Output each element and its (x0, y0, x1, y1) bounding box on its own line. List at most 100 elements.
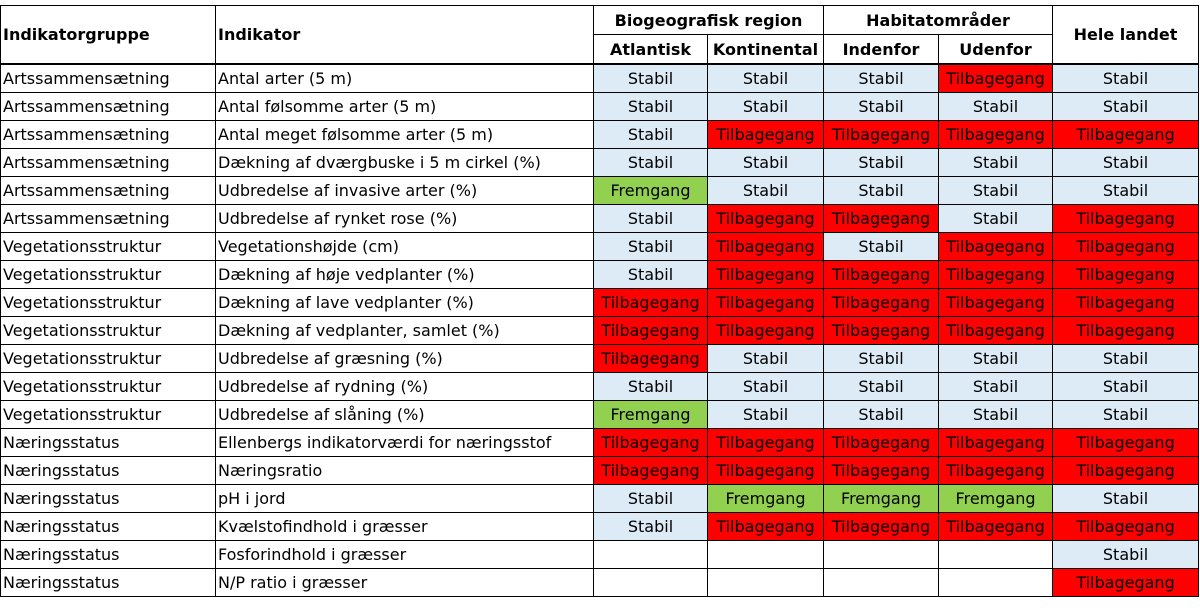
cell-indicator: Dækning af lave vedplanter (%) (215, 288, 594, 317)
status-cell-continental: Stabil (706, 344, 825, 373)
cell-indicator-group: Artssammensætning (0, 176, 216, 205)
status-cell-inside: Tilbagegang (823, 512, 940, 541)
status-cell-inside: Tilbagegang (823, 120, 940, 149)
cell-indicator-group: Vegetationsstruktur (0, 260, 216, 289)
cell-indicator-group: Vegetationsstruktur (0, 344, 216, 373)
cell-indicator-group: Artssammensætning (0, 204, 216, 233)
status-cell-inside: Stabil (823, 232, 940, 261)
status-cell-atlantic (593, 540, 708, 569)
cell-indicator: pH i jord (215, 484, 594, 513)
cell-indicator-group: Artssammensætning (0, 63, 216, 93)
status-cell-continental: Stabil (706, 372, 825, 401)
status-cell-whole: Stabil (1052, 484, 1200, 513)
header-bio-region: Biogeografisk region (592, 5, 825, 35)
header-row-sub: Atlantisk Kontinental Indenfor Udenfor (1, 34, 1199, 65)
header-continental: Kontinental (706, 34, 825, 65)
status-cell-continental: Tilbagegang (706, 204, 825, 233)
table-row: Næringsstatus Ellenbergs indikatorværdi f… (0, 428, 1200, 457)
status-cell-inside: Stabil (823, 344, 940, 373)
cell-indicator: Ellenbergs indikatorværdi for næringssto… (215, 428, 594, 457)
status-cell-inside: Stabil (823, 92, 940, 121)
status-cell-outside: Tilbagegang (938, 316, 1054, 345)
status-cell-outside: Stabil (938, 400, 1054, 429)
cell-indicator: Udbredelse af rydning (%) (215, 372, 594, 401)
status-cell-atlantic (593, 568, 708, 597)
status-cell-continental: Stabil (706, 63, 825, 93)
table-row: Vegetationsstruktur Udbredelse af slåning… (0, 400, 1200, 429)
status-cell-outside: Tilbagegang (938, 512, 1054, 541)
header-outside: Udenfor (938, 34, 1054, 65)
status-cell-outside: Fremgang (938, 484, 1054, 513)
status-cell-atlantic: Tilbagegang (593, 288, 708, 317)
cell-indicator-group: Vegetationsstruktur (0, 400, 216, 429)
status-cell-outside: Tilbagegang (938, 456, 1054, 485)
header-group: Indikatorgruppe (0, 5, 216, 65)
status-cell-continental: Tilbagegang (706, 316, 825, 345)
status-cell-inside (823, 568, 940, 597)
status-cell-atlantic: Stabil (593, 92, 708, 121)
status-cell-atlantic: Stabil (593, 148, 708, 177)
status-cell-outside: Tilbagegang (938, 288, 1054, 317)
table-row: Artssammensætning Udbredelse af invasive … (0, 176, 1200, 205)
status-cell-atlantic: Stabil (593, 260, 708, 289)
status-cell-outside: Stabil (938, 148, 1054, 177)
status-cell-inside: Tilbagegang (823, 428, 940, 457)
table-body: Artssammensætning Antal arter (5 m) Stabil… (0, 63, 1200, 597)
status-cell-continental: Stabil (706, 400, 825, 429)
status-cell-continental: Tilbagegang (706, 232, 825, 261)
cell-indicator: Udbredelse af græsning (%) (215, 344, 594, 373)
status-cell-outside (938, 540, 1054, 569)
header-inside: Indenfor (823, 34, 940, 65)
status-cell-outside: Stabil (938, 176, 1054, 205)
status-cell-atlantic: Stabil (593, 63, 708, 93)
status-cell-inside: Stabil (823, 148, 940, 177)
table-row: Vegetationsstruktur Udbredelse af græsnin… (0, 344, 1200, 373)
header-whole-country: Hele landet (1052, 5, 1200, 65)
status-cell-whole: Stabil (1052, 372, 1200, 401)
status-cell-atlantic: Fremgang (593, 400, 708, 429)
status-cell-continental: Fremgang (706, 484, 825, 513)
status-cell-whole: Stabil (1052, 344, 1200, 373)
cell-indicator-group: Vegetationsstruktur (0, 232, 216, 261)
cell-indicator: Dækning af vedplanter, samlet (%) (215, 316, 594, 345)
status-cell-atlantic: Tilbagegang (593, 428, 708, 457)
status-cell-continental: Tilbagegang (706, 288, 825, 317)
table-row: Næringsstatus Fosforindhold i græsser Stab… (0, 540, 1200, 569)
status-cell-whole: Stabil (1052, 400, 1200, 429)
cell-indicator-group: Artssammensætning (0, 148, 216, 177)
header-habitat: Habitatområder (823, 5, 1054, 35)
table-row: Artssammensætning Antal følsomme arter (5… (0, 92, 1200, 121)
cell-indicator: Antal følsomme arter (5 m) (215, 92, 594, 121)
cell-indicator: Kvælstofindhold i græsser (215, 512, 594, 541)
status-cell-outside (938, 568, 1054, 597)
table-row: Artssammensætning Antal meget følsomme ar… (0, 120, 1200, 149)
status-cell-outside: Tilbagegang (938, 120, 1054, 149)
status-cell-continental: Tilbagegang (706, 120, 825, 149)
status-cell-outside: Tilbagegang (938, 63, 1054, 93)
status-cell-whole: Stabil (1052, 540, 1200, 569)
status-cell-continental: Tilbagegang (706, 456, 825, 485)
cell-indicator-group: Næringsstatus (0, 512, 216, 541)
cell-indicator: Udbredelse af rynket rose (%) (215, 204, 594, 233)
cell-indicator-group: Næringsstatus (0, 484, 216, 513)
cell-indicator: Fosforindhold i græsser (215, 540, 594, 569)
cell-indicator: Næringsratio (215, 456, 594, 485)
cell-indicator: Udbredelse af slåning (%) (215, 400, 594, 429)
cell-indicator: N/P ratio i græsser (215, 568, 594, 597)
status-cell-atlantic: Stabil (593, 372, 708, 401)
status-cell-inside: Stabil (823, 400, 940, 429)
status-cell-whole: Tilbagegang (1052, 260, 1200, 289)
status-cell-outside: Tilbagegang (938, 428, 1054, 457)
cell-indicator-group: Næringsstatus (0, 428, 216, 457)
cell-indicator-group: Artssammensætning (0, 120, 216, 149)
table-row: Vegetationsstruktur Dækning af lave vedpl… (0, 288, 1200, 317)
table-row: Artssammensætning Antal arter (5 m) Stabil… (0, 63, 1200, 93)
cell-indicator-group: Næringsstatus (0, 568, 216, 597)
status-cell-outside: Tilbagegang (938, 260, 1054, 289)
status-cell-atlantic: Stabil (593, 204, 708, 233)
status-cell-outside: Tilbagegang (938, 232, 1054, 261)
status-cell-outside: Stabil (938, 204, 1054, 233)
indicator-table: Indikatorgruppe Indikator Biogeografisk … (0, 5, 1200, 597)
status-cell-whole: Stabil (1052, 92, 1200, 121)
cell-indicator-group: Vegetationsstruktur (0, 372, 216, 401)
